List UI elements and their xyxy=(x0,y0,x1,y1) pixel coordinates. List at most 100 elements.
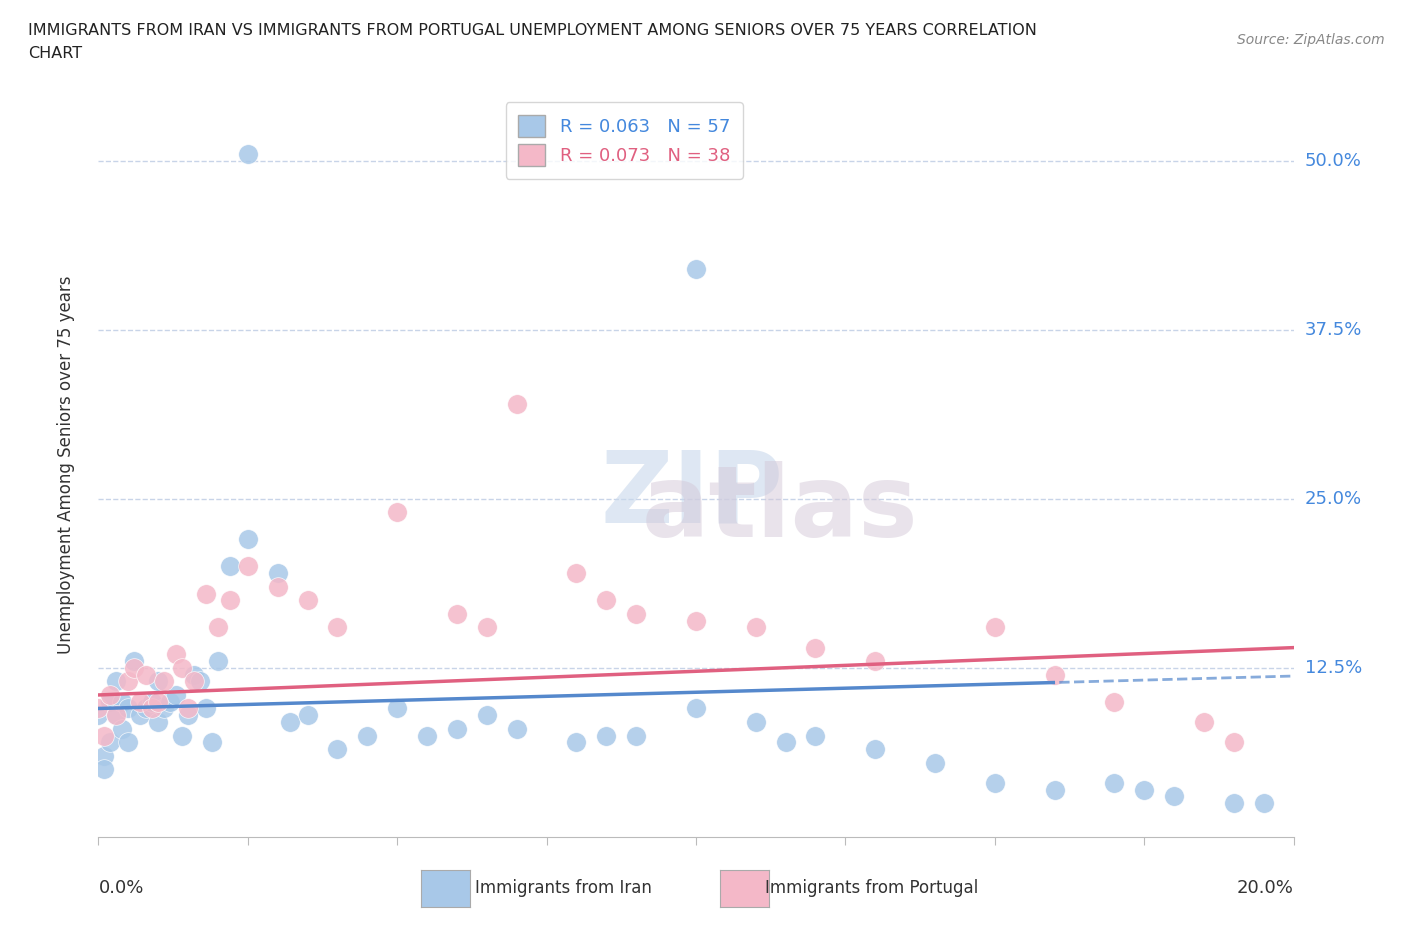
Point xyxy=(595,592,617,607)
Point xyxy=(93,762,115,777)
Point xyxy=(129,708,152,723)
Point xyxy=(565,565,588,580)
Point xyxy=(87,701,110,716)
Point xyxy=(148,714,170,729)
Point xyxy=(1043,782,1066,797)
Point xyxy=(416,728,439,743)
Point xyxy=(475,620,498,635)
Text: Immigrants from Iran: Immigrants from Iran xyxy=(475,879,652,897)
Point xyxy=(172,728,194,743)
Point xyxy=(356,728,378,743)
Point xyxy=(124,654,146,669)
Point xyxy=(105,674,128,689)
Point xyxy=(446,722,468,737)
Point xyxy=(207,620,229,635)
Point xyxy=(165,687,187,702)
Point xyxy=(685,701,707,716)
Point xyxy=(183,674,205,689)
Point xyxy=(326,741,349,756)
Point xyxy=(745,714,768,729)
Point xyxy=(1043,667,1066,682)
Point xyxy=(385,701,409,716)
Point xyxy=(87,708,110,723)
Point xyxy=(865,741,887,756)
Point xyxy=(93,728,115,743)
Point xyxy=(1223,735,1246,750)
Point xyxy=(148,695,170,710)
Point xyxy=(165,647,187,662)
Text: 0.0%: 0.0% xyxy=(98,879,143,897)
Point xyxy=(595,728,617,743)
Point xyxy=(129,695,152,710)
Point xyxy=(1104,776,1126,790)
Point xyxy=(326,620,349,635)
Text: 37.5%: 37.5% xyxy=(1305,321,1362,339)
Point xyxy=(219,592,242,607)
Point xyxy=(177,701,200,716)
Point xyxy=(172,660,194,675)
Point xyxy=(267,565,290,580)
Point xyxy=(219,559,242,574)
Point xyxy=(153,674,176,689)
Point xyxy=(506,397,529,412)
Point xyxy=(685,613,707,628)
Point xyxy=(236,559,259,574)
Point xyxy=(267,579,290,594)
Text: atlas: atlas xyxy=(643,461,918,558)
Point xyxy=(201,735,224,750)
Point xyxy=(984,776,1007,790)
Point xyxy=(626,728,648,743)
Point xyxy=(297,708,319,723)
Point xyxy=(446,606,468,621)
Point xyxy=(195,586,218,601)
Point xyxy=(111,695,134,710)
Point xyxy=(141,695,163,710)
Point xyxy=(207,654,229,669)
Y-axis label: Unemployment Among Seniors over 75 years: Unemployment Among Seniors over 75 years xyxy=(56,276,75,654)
Point xyxy=(141,701,163,716)
Point xyxy=(506,722,529,737)
Point xyxy=(775,735,797,750)
Text: IMMIGRANTS FROM IRAN VS IMMIGRANTS FROM PORTUGAL UNEMPLOYMENT AMONG SENIORS OVER: IMMIGRANTS FROM IRAN VS IMMIGRANTS FROM … xyxy=(28,23,1038,38)
Point xyxy=(177,708,200,723)
Point xyxy=(984,620,1007,635)
Point xyxy=(117,735,139,750)
Point xyxy=(98,695,122,710)
Point xyxy=(117,674,139,689)
Text: Immigrants from Portugal: Immigrants from Portugal xyxy=(765,879,979,897)
Point xyxy=(117,701,139,716)
Text: 25.0%: 25.0% xyxy=(1305,490,1362,508)
Point xyxy=(1133,782,1156,797)
Point xyxy=(236,532,259,547)
Text: CHART: CHART xyxy=(28,46,82,61)
Point xyxy=(135,667,157,682)
Point xyxy=(148,674,170,689)
Point xyxy=(297,592,319,607)
Text: 12.5%: 12.5% xyxy=(1305,659,1362,677)
Point xyxy=(924,755,946,770)
Point xyxy=(195,701,218,716)
Point xyxy=(745,620,768,635)
Text: ZIP: ZIP xyxy=(600,446,783,543)
Point xyxy=(98,687,122,702)
Text: 50.0%: 50.0% xyxy=(1305,152,1361,169)
Point xyxy=(1192,714,1215,729)
Point xyxy=(475,708,498,723)
Legend: R = 0.063   N = 57, R = 0.073   N = 38: R = 0.063 N = 57, R = 0.073 N = 38 xyxy=(506,102,742,179)
Point xyxy=(124,660,146,675)
Point xyxy=(1163,789,1185,804)
Point xyxy=(183,667,205,682)
Point xyxy=(93,749,115,764)
Text: Source: ZipAtlas.com: Source: ZipAtlas.com xyxy=(1237,33,1385,46)
Point xyxy=(685,261,707,276)
Point xyxy=(105,708,128,723)
Point xyxy=(1253,796,1275,811)
Point xyxy=(188,674,211,689)
Point xyxy=(153,701,176,716)
Point xyxy=(159,695,181,710)
Point xyxy=(111,722,134,737)
Point xyxy=(236,146,259,161)
Point xyxy=(865,654,887,669)
Text: 20.0%: 20.0% xyxy=(1237,879,1294,897)
Point xyxy=(1104,695,1126,710)
